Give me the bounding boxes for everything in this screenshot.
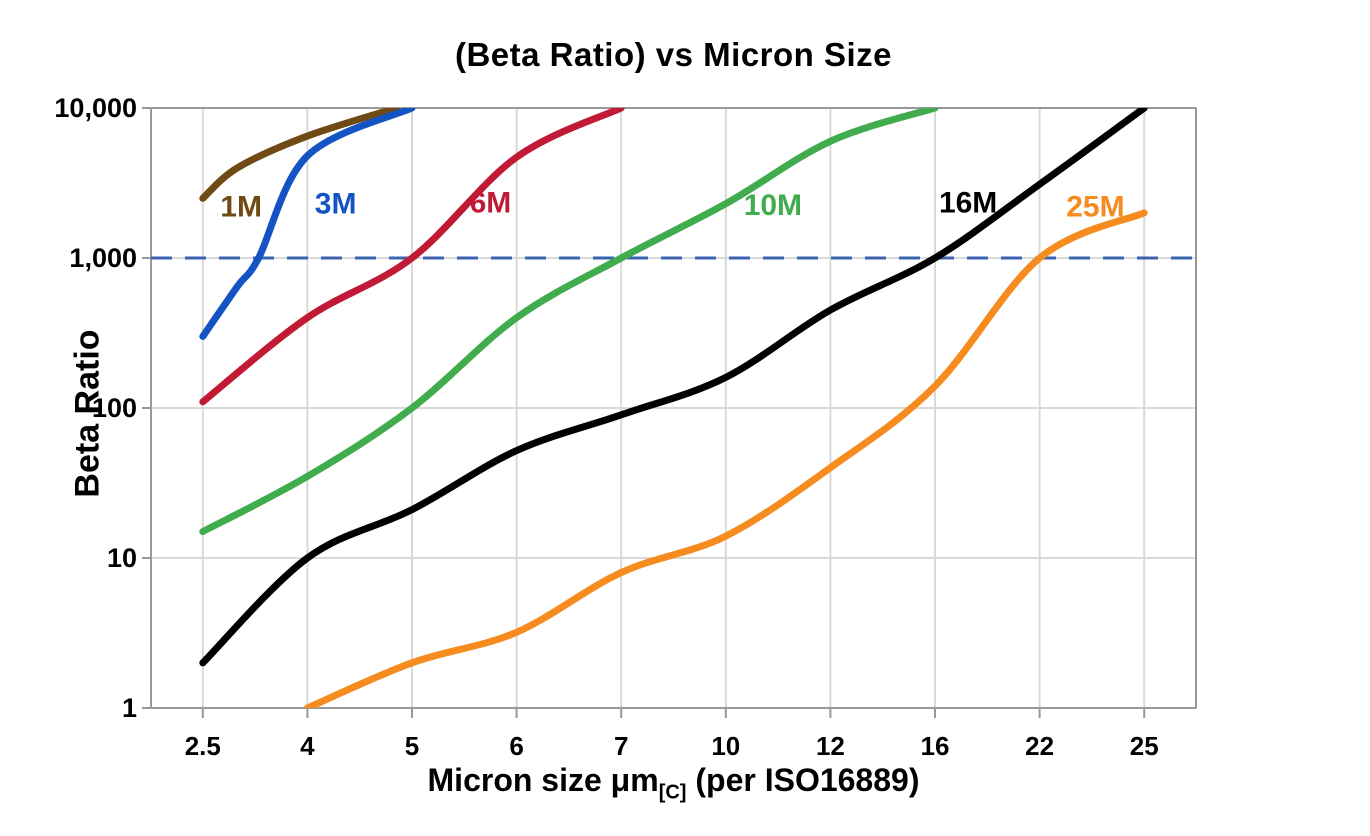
series-label-3M: 3M — [315, 188, 357, 221]
curve-3M — [199, 108, 416, 340]
x-tick-label: 22 — [1025, 731, 1054, 761]
curve-25M — [303, 209, 1148, 708]
series-label-1M: 1M — [220, 191, 262, 224]
x-tick-label: 10 — [711, 731, 740, 761]
y-tick-label: 1 — [122, 693, 137, 723]
x-tick-label: 5 — [405, 731, 419, 761]
x-tick-label: 4 — [300, 731, 315, 761]
x-tick-label: 16 — [921, 731, 950, 761]
y-axis-label: Beta Ratio — [68, 329, 107, 498]
x-tick-label: 25 — [1130, 731, 1159, 761]
series-label-25M: 25M — [1066, 191, 1124, 224]
series-label-6M: 6M — [470, 186, 512, 219]
curve-10M — [199, 108, 939, 536]
y-tick-label: 1,000 — [69, 243, 137, 273]
series-label-16M: 16M — [939, 186, 997, 219]
x-tick-label: 2.5 — [185, 731, 221, 761]
series-label-10M: 10M — [744, 189, 802, 222]
x-axis-label-subscript: [C] — [658, 781, 687, 804]
x-axis-label-prefix: Micron size μm — [427, 762, 659, 798]
x-axis-label-suffix: (per ISO16889) — [686, 762, 920, 798]
x-tick-label: 6 — [509, 731, 523, 761]
curve-16M — [199, 108, 1148, 667]
y-tick-label: 10,000 — [54, 93, 137, 123]
x-axis-label: Micron size μm[C] (per ISO16889) — [151, 762, 1196, 804]
x-tick-label: 12 — [816, 731, 845, 761]
y-tick-label: 100 — [92, 393, 137, 423]
chart-title: (Beta Ratio) vs Micron Size — [454, 36, 893, 73]
y-tick-label: 10 — [107, 543, 137, 573]
x-tick-label: 7 — [614, 731, 628, 761]
curve-6M — [199, 108, 625, 406]
curve-1M — [199, 108, 400, 202]
